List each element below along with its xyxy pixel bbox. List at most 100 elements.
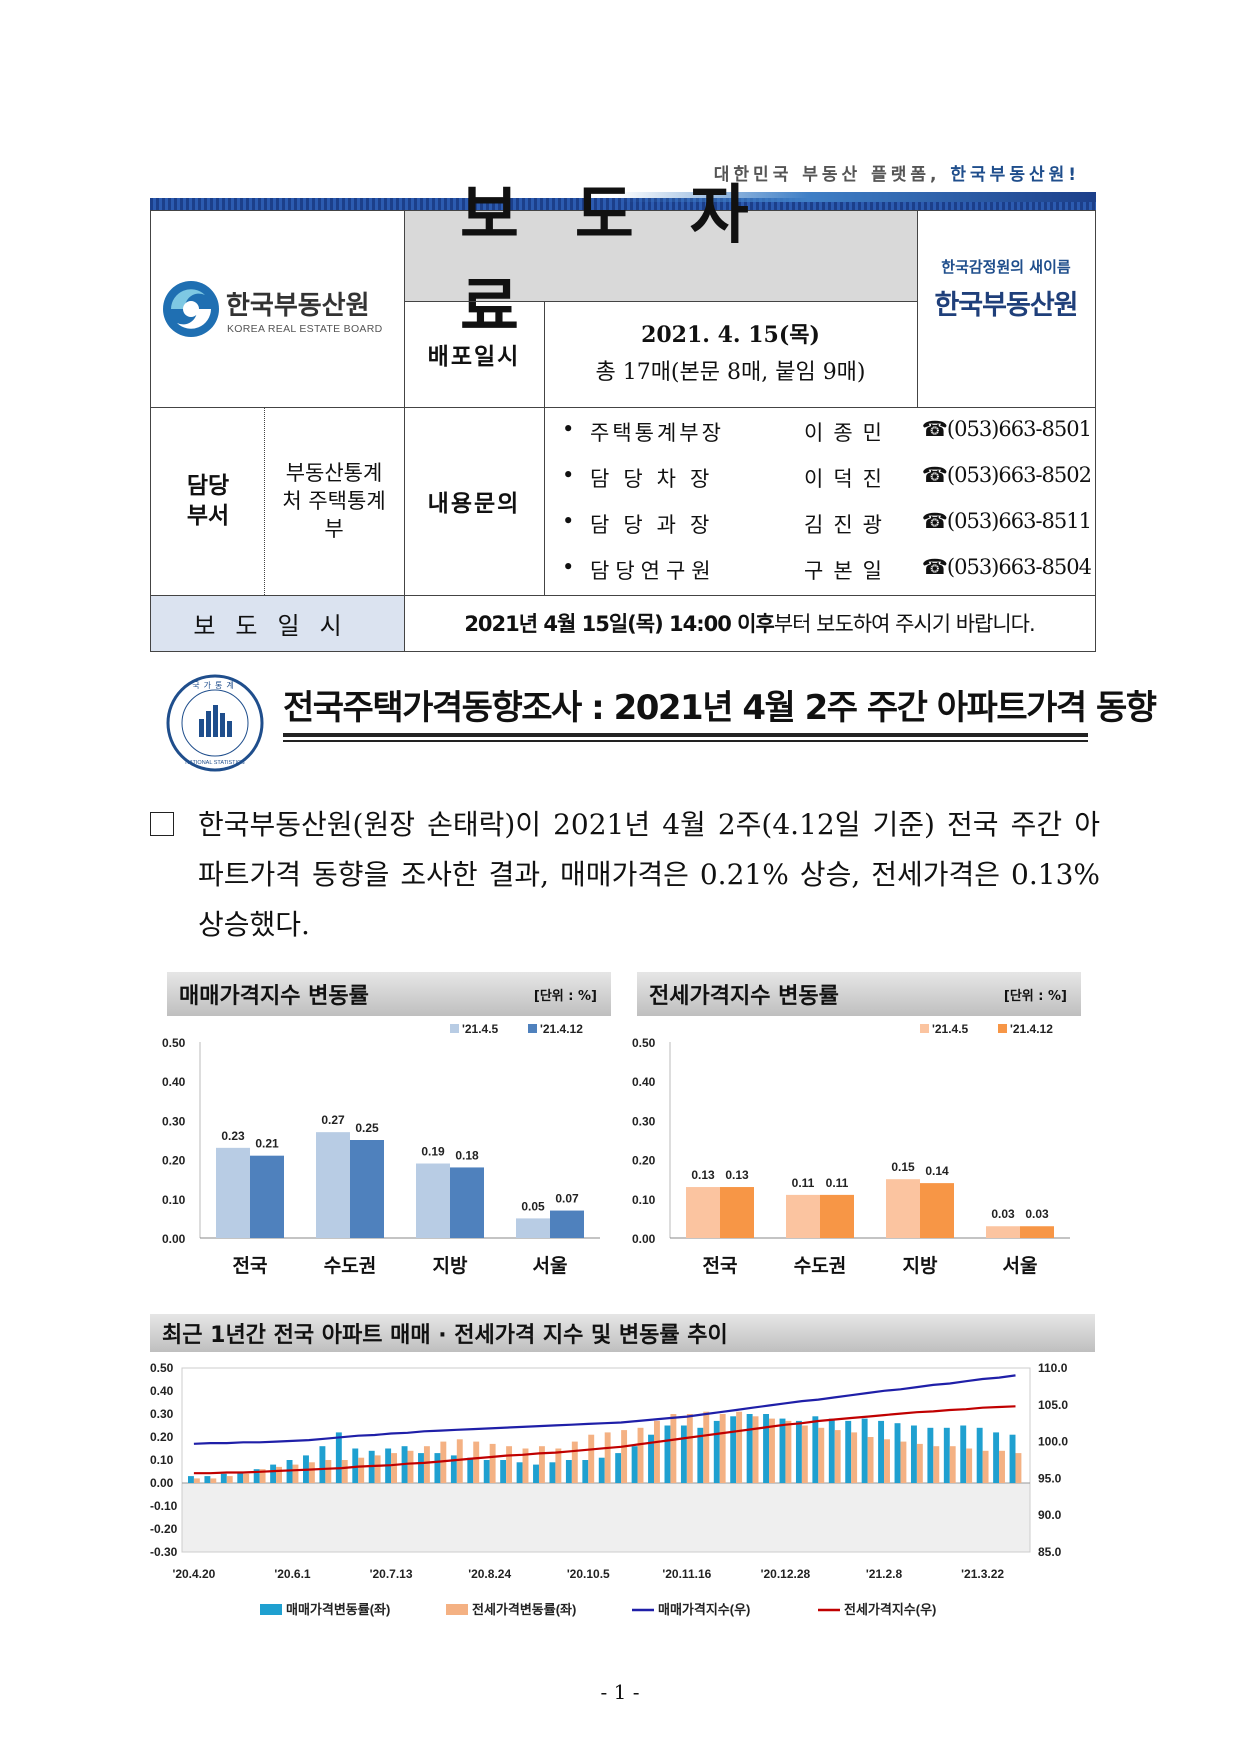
trend-bar [621,1430,628,1483]
y-tick-label: 0.50 [632,1036,656,1050]
trend-bar [867,1437,874,1483]
trend-bar [703,1411,710,1483]
category-label: 전국 [703,1255,738,1277]
chart-title-text: 최근 1년간 전국 아파트 매매 · 전세가격 지수 및 변동률 추이 [162,1323,728,1348]
bar [1020,1226,1054,1238]
data-label: 0.27 [321,1113,345,1127]
legend-label: 매매가격변동률(좌) [286,1602,390,1617]
trend-bar [828,1418,835,1483]
y-left-tick-label: 0.10 [150,1453,174,1467]
x-tick-label: '20.7.13 [370,1567,413,1581]
bar [986,1226,1020,1238]
bar [786,1194,820,1238]
plot-lower-band [182,1483,1030,1552]
bar [516,1218,550,1238]
trend-bar [615,1453,622,1483]
trend-bar [779,1418,786,1483]
contact-role: 담당과장 [590,513,724,537]
bar [450,1167,484,1238]
contact-role: 담당연구원 [590,559,717,583]
trend-bar [845,1420,852,1483]
trend-bar [631,1446,638,1483]
trend-bar [795,1420,802,1483]
trend-bar [374,1455,381,1483]
trend-bar [999,1450,1005,1483]
trend-bar [391,1453,398,1483]
headline-rule [283,740,1088,742]
trend-bar [500,1460,507,1483]
bar [416,1163,450,1238]
trend-bar [407,1450,414,1483]
y-left-tick-label: -0.10 [150,1499,178,1513]
data-label: 0.11 [826,1176,849,1190]
trend-bar [358,1457,365,1483]
y-left-tick-label: -0.30 [150,1545,178,1559]
trend-bar [818,1427,825,1483]
trend-bar [598,1457,605,1483]
trend-bar [812,1416,819,1483]
chart-title: 매매가격지수 변동률 [단위 : %] [167,972,611,1016]
trend-bar [335,1432,342,1483]
stat-logo-ring-text: 국가통계 [192,680,237,690]
dist-label: 배포일시 [427,343,521,370]
trend-bar [270,1464,277,1483]
release-label: 보도일시 [151,595,404,651]
category-label: 지방 [903,1255,938,1277]
legend-label: '21.4.12 [1010,1022,1053,1036]
summary-paragraph: 한국부동산원(원장 손태락)이 2021년 4월 2주(4.12일 기준) 전국… [150,800,1100,950]
trend-bar [226,1476,233,1483]
y-right-tick-label: 85.0 [1038,1545,1062,1559]
trend-bar [483,1460,490,1483]
contact-list: • 주택통계부장 이종민 ☎(053)663-8501 • 담당차장 이덕진 ☎(0… [544,407,1095,595]
y-tick-label: 0.00 [162,1232,186,1246]
y-tick-label: 0.20 [632,1154,656,1168]
chart-title: 최근 1년간 전국 아파트 매매 · 전세가격 지수 및 변동률 추이 [150,1314,1095,1352]
dist-date: 2021. 4. 15(목) [641,322,820,348]
trend-bar [933,1446,940,1483]
y-tick-label: 0.30 [162,1114,186,1128]
trend-bar [966,1448,973,1483]
contact-row: • 주택통계부장 이종민 ☎(053)663-8501 [562,417,1092,445]
trend-bar [730,1416,737,1483]
trend-line [193,1405,1016,1475]
trend-bar [637,1427,644,1483]
trend-bar [259,1469,266,1483]
trend-bar [292,1464,299,1483]
trend-bar [943,1427,950,1483]
trend-bar [648,1434,654,1483]
org-name-en: KOREA REAL ESTATE BOARD [227,323,383,335]
trend-bar [341,1460,348,1483]
chart-title-text: 전세가격지수 변동률 [649,984,839,1009]
trend-bar [210,1478,217,1483]
bar [250,1155,284,1238]
chart-title-text: 매매가격지수 변동률 [179,984,369,1009]
jeonse-change-chart: 0.00 0.10 0.20 0.30 0.40 0.50 0.13 0.13 전국 0.11 0.… [632,1022,1070,1277]
legend-label: '21.4.5 [462,1022,499,1036]
page-number: - 1 - [600,1680,640,1704]
trend-bar [1009,1434,1016,1483]
release-value: 2021년 4월 15일(목) 14:00 이후 부터 보도하여 주시기 바랍니다… [404,595,1095,651]
trend-bar [900,1441,907,1483]
trend-bar [993,1432,1000,1483]
trend-bar [763,1414,770,1483]
trend-bar [752,1416,759,1483]
slogan-highlight: 한국부동산원! [950,165,1080,185]
legend-swatch [446,1604,468,1615]
trend-bar [785,1420,792,1483]
y-right-tick-label: 100.0 [1038,1435,1068,1449]
bar [216,1147,250,1238]
trend-bar [450,1455,457,1483]
trend-bar [522,1448,529,1483]
y-tick-label: 0.40 [162,1075,186,1089]
dist-value: 2021. 4. 15(목) 총 17매(본문 8매, 붙임 9매) [544,301,917,407]
y-tick-label: 0.10 [632,1193,656,1207]
legend-swatch [450,1024,459,1033]
trend-bar [960,1425,967,1483]
former-name-note: 한국감정원의 새이름 [941,258,1071,276]
legend-swatch [260,1604,282,1615]
trend-bar [916,1443,923,1483]
dept-label: 담당 부서 [186,472,230,529]
contact-phone: ☎(053)663-8502 [921,463,1092,487]
legend-swatch [528,1024,537,1033]
release-value-rest: 부터 보도하여 주시기 바랍니다. [773,612,1036,636]
